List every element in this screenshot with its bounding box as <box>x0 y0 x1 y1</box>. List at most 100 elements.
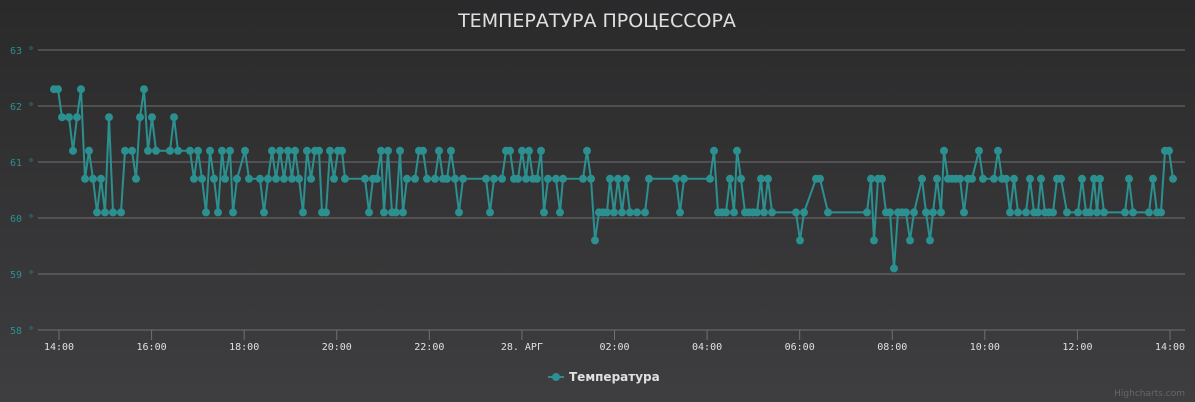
data-point[interactable] <box>295 174 303 183</box>
data-point[interactable] <box>610 208 618 217</box>
data-point[interactable] <box>198 174 206 183</box>
data-point[interactable] <box>81 174 89 183</box>
legend-item-temperature[interactable]: Температура <box>548 370 660 384</box>
data-point[interactable] <box>210 174 218 183</box>
data-point[interactable] <box>559 174 567 183</box>
data-point[interactable] <box>1049 208 1057 217</box>
data-point[interactable] <box>166 146 174 155</box>
data-point[interactable] <box>1026 174 1034 183</box>
data-point[interactable] <box>54 85 62 94</box>
data-point[interactable] <box>330 174 338 183</box>
data-point[interactable] <box>233 174 241 183</box>
data-point[interactable] <box>264 174 272 183</box>
data-point[interactable] <box>380 208 388 217</box>
data-point[interactable] <box>447 146 455 155</box>
data-point[interactable] <box>419 146 427 155</box>
data-point[interactable] <box>307 174 315 183</box>
data-point[interactable] <box>245 174 253 183</box>
data-point[interactable] <box>241 146 249 155</box>
data-point[interactable] <box>93 208 101 217</box>
data-point[interactable] <box>206 146 214 155</box>
data-point[interactable] <box>768 208 776 217</box>
data-point[interactable] <box>710 146 718 155</box>
data-point[interactable] <box>218 146 226 155</box>
data-point[interactable] <box>618 208 626 217</box>
data-point[interactable] <box>733 146 741 155</box>
data-point[interactable] <box>556 208 564 217</box>
data-point[interactable] <box>1014 208 1022 217</box>
data-point[interactable] <box>1034 208 1042 217</box>
data-point[interactable] <box>676 208 684 217</box>
data-point[interactable] <box>411 174 419 183</box>
data-point[interactable] <box>148 113 156 122</box>
data-point[interactable] <box>816 174 824 183</box>
data-point[interactable] <box>373 174 381 183</box>
data-point[interactable] <box>587 174 595 183</box>
data-point[interactable] <box>1149 174 1157 183</box>
data-point[interactable] <box>606 174 614 183</box>
data-point[interactable] <box>152 146 160 155</box>
data-point[interactable] <box>174 146 182 155</box>
data-point[interactable] <box>105 113 113 122</box>
data-point[interactable] <box>1165 146 1173 155</box>
data-point[interactable] <box>626 208 634 217</box>
data-point[interactable] <box>423 174 431 183</box>
data-point[interactable] <box>303 146 311 155</box>
data-point[interactable] <box>377 146 385 155</box>
data-point[interactable] <box>525 146 533 155</box>
data-point[interactable] <box>341 174 349 183</box>
data-point[interactable] <box>1090 174 1098 183</box>
data-point[interactable] <box>170 113 178 122</box>
data-point[interactable] <box>890 264 898 273</box>
credits-link[interactable]: Highcharts.com <box>1114 389 1185 399</box>
data-point[interactable] <box>1022 208 1030 217</box>
data-point[interactable] <box>796 236 804 245</box>
data-point[interactable] <box>645 174 653 183</box>
data-point[interactable] <box>288 174 296 183</box>
data-point[interactable] <box>1010 174 1018 183</box>
data-point[interactable] <box>186 146 194 155</box>
data-point[interactable] <box>886 208 894 217</box>
data-point[interactable] <box>902 208 910 217</box>
data-point[interactable] <box>1086 208 1094 217</box>
data-point[interactable] <box>322 208 330 217</box>
data-point[interactable] <box>583 146 591 155</box>
data-point[interactable] <box>878 174 886 183</box>
data-point[interactable] <box>1096 174 1104 183</box>
data-point[interactable] <box>136 113 144 122</box>
data-point[interactable] <box>641 208 649 217</box>
data-point[interactable] <box>326 146 334 155</box>
data-point[interactable] <box>403 174 411 183</box>
data-point[interactable] <box>518 146 526 155</box>
data-point[interactable] <box>726 174 734 183</box>
data-point[interactable] <box>256 174 264 183</box>
data-point[interactable] <box>268 146 276 155</box>
data-point[interactable] <box>58 113 66 122</box>
data-point[interactable] <box>1145 208 1153 217</box>
data-point[interactable] <box>338 146 346 155</box>
data-point[interactable] <box>824 208 832 217</box>
data-point[interactable] <box>69 146 77 155</box>
data-point[interactable] <box>800 208 808 217</box>
data-point[interactable] <box>614 174 622 183</box>
data-point[interactable] <box>1100 208 1108 217</box>
data-point[interactable] <box>1057 174 1065 183</box>
data-point[interactable] <box>1074 208 1082 217</box>
data-point[interactable] <box>140 85 148 94</box>
data-point[interactable] <box>272 174 280 183</box>
data-point[interactable] <box>109 208 117 217</box>
data-point[interactable] <box>451 174 459 183</box>
data-point[interactable] <box>929 208 937 217</box>
data-point[interactable] <box>384 146 392 155</box>
data-point[interactable] <box>490 174 498 183</box>
data-point[interactable] <box>65 113 73 122</box>
data-point[interactable] <box>132 174 140 183</box>
data-point[interactable] <box>73 113 81 122</box>
data-point[interactable] <box>315 146 323 155</box>
data-point[interactable] <box>455 208 463 217</box>
data-point[interactable] <box>979 174 987 183</box>
data-point[interactable] <box>870 236 878 245</box>
data-point[interactable] <box>443 174 451 183</box>
data-point[interactable] <box>940 146 948 155</box>
data-point[interactable] <box>431 174 439 183</box>
